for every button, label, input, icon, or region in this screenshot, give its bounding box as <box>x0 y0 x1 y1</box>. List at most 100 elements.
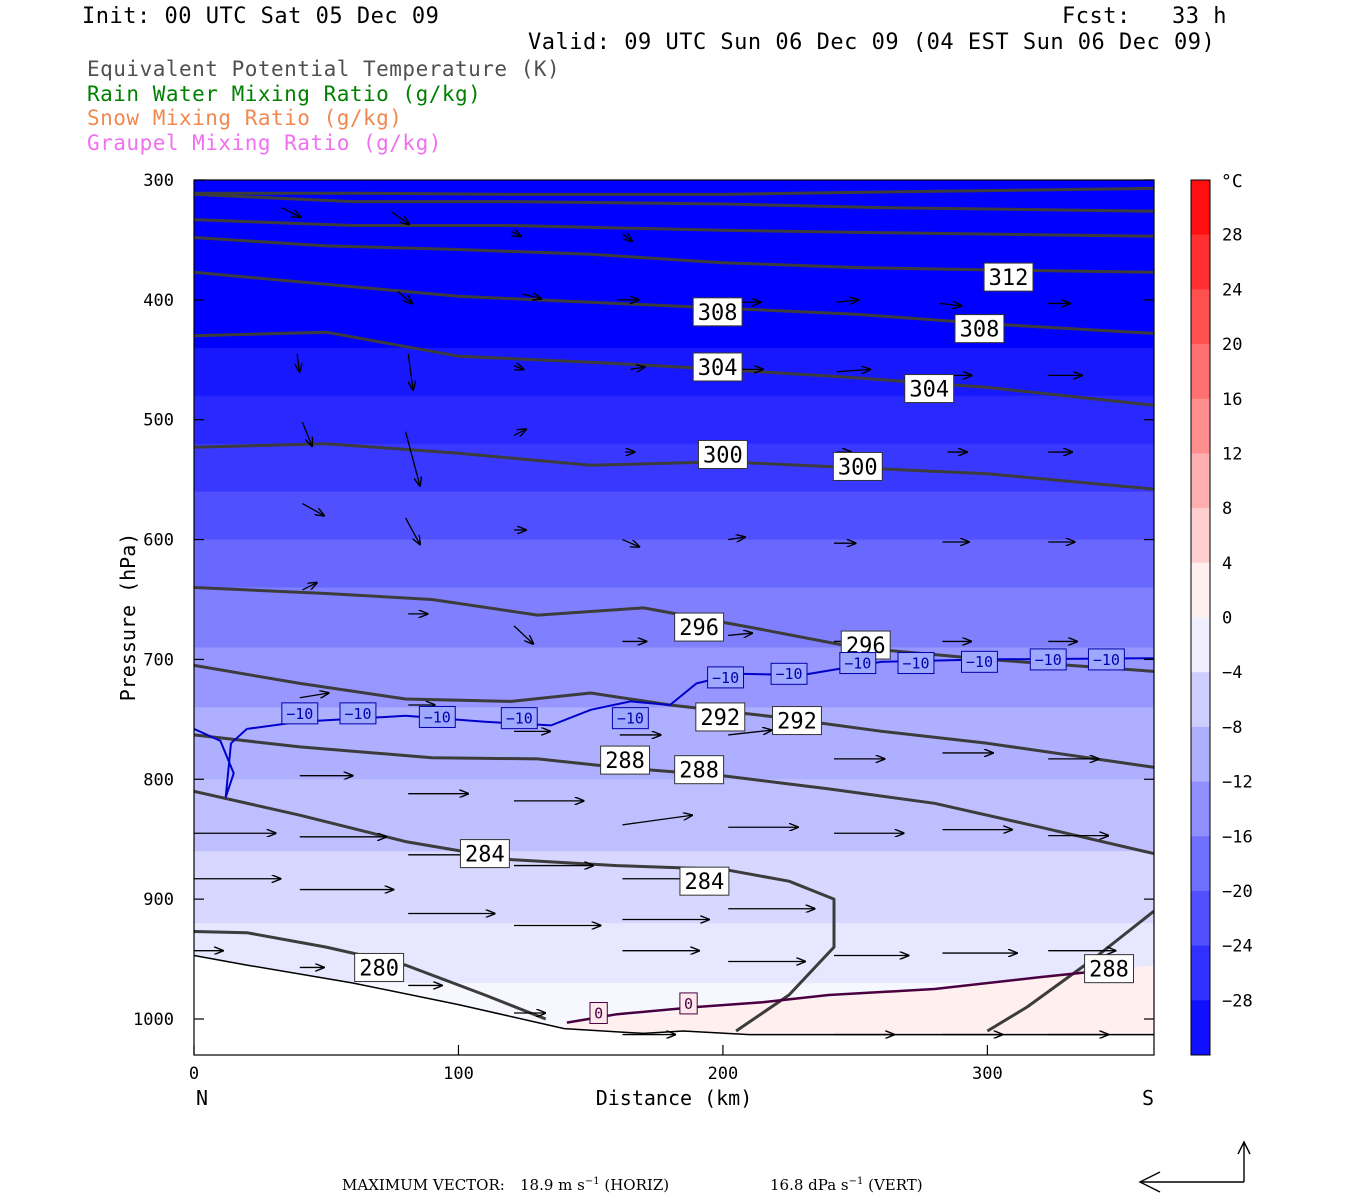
contour-label: −10 <box>1035 651 1062 669</box>
wind-arrow <box>622 234 632 241</box>
theta-e-line <box>194 186 1154 196</box>
contour-label: −10 <box>712 669 739 687</box>
wind-arrow <box>939 303 962 305</box>
forecast-hour: Fcst: 33 h <box>1062 4 1227 29</box>
x-tick-label: 200 <box>708 1064 739 1084</box>
contour-label: 292 <box>777 709 817 734</box>
contour-label: 308 <box>960 318 1000 343</box>
contour-label: −10 <box>424 708 451 726</box>
temp-band <box>194 539 1154 589</box>
temperature-fill <box>194 180 1154 1055</box>
contour-label-box <box>772 706 822 736</box>
wind-arrow <box>511 232 521 237</box>
x-axis: 0 100 200 300 <box>189 1045 1003 1084</box>
wind-arrow <box>513 625 533 644</box>
theta-e-line <box>194 192 1154 213</box>
terrain-line <box>194 954 1154 1036</box>
colorbar-swatch <box>1191 180 1210 236</box>
contour-label: 300 <box>838 455 878 480</box>
colorbar-swatch <box>1191 453 1210 509</box>
wind-arrow <box>404 431 420 486</box>
plot-frame <box>193 179 1155 1056</box>
colorbar-swatch <box>1191 398 1210 454</box>
contour-label-box <box>1087 648 1125 671</box>
y-tick-label: 1000 <box>133 1010 174 1030</box>
temp-band <box>194 647 1154 709</box>
temp-band <box>194 707 1154 781</box>
colorbar-tick-label: −20 <box>1222 882 1253 902</box>
contour-label: 296 <box>679 616 719 641</box>
contour-label: 308 <box>698 301 738 326</box>
theta-e-line <box>194 330 1154 407</box>
wind-arrow <box>397 290 412 303</box>
wind-arrow <box>521 294 541 299</box>
colorbar-frame <box>1190 179 1211 1056</box>
reference-vector-icon <box>1138 1140 1251 1193</box>
y-tick-label: 500 <box>143 411 174 431</box>
x-tick-label: 0 <box>189 1064 199 1084</box>
contour-label: −10 <box>506 710 533 728</box>
colorbar-swatch <box>1191 672 1210 728</box>
contour-label-box <box>339 702 377 725</box>
contour-label: 284 <box>465 843 505 868</box>
colorbar-swatch <box>1191 562 1210 618</box>
temp-band <box>194 491 1154 541</box>
temp-band <box>194 395 1154 445</box>
x-axis-label: Distance (km) <box>596 1086 753 1110</box>
contour-label: −10 <box>1093 651 1120 669</box>
contour-label-box <box>770 662 808 685</box>
wind-arrow <box>280 206 300 218</box>
colorbar-swatch <box>1191 890 1210 947</box>
colorbar-tick-label: −4 <box>1222 663 1242 683</box>
colorbar-swatch <box>1191 617 1210 673</box>
colorbar-unit: °C <box>1221 171 1243 192</box>
colorbar-tick-label: 4 <box>1222 554 1232 574</box>
temp-band <box>194 779 1154 853</box>
colorbar-tick-label: −24 <box>1222 937 1253 957</box>
y-tick-label: 600 <box>143 531 174 551</box>
colorbar-swatch <box>1191 289 1210 345</box>
wind-arrow <box>514 366 524 370</box>
wind-arrow <box>728 633 752 635</box>
contour-label: 292 <box>700 706 740 731</box>
wind-vectors <box>194 206 1115 1035</box>
temp-band <box>194 851 1154 925</box>
wind-arrow <box>407 353 413 390</box>
contour-label-box <box>695 702 746 732</box>
contour-label-box <box>600 745 651 775</box>
colorbar-tick-label: 24 <box>1222 280 1242 300</box>
contour-label: 300 <box>703 443 743 468</box>
contour-label: 304 <box>909 377 949 402</box>
colorbar-tick-label: 16 <box>1222 390 1242 410</box>
wind-arrow <box>391 211 409 224</box>
contour-label-box <box>679 992 698 1015</box>
colorbar-tick-label: 0 <box>1222 609 1232 629</box>
init-time: Init: 00 UTC Sat 05 Dec 09 <box>82 4 440 29</box>
theta-e-line <box>194 442 1154 491</box>
colorbar-tick-label: −28 <box>1222 991 1253 1011</box>
wind-arrow <box>301 421 312 446</box>
x-tick-label: 300 <box>972 1064 1003 1084</box>
legend-theta-e: Equivalent Potential Temperature (K) <box>87 57 561 81</box>
south-end-label: S <box>1142 1086 1154 1110</box>
contour-label: −10 <box>966 653 993 671</box>
contour-label-box <box>674 755 725 785</box>
theta-e-line <box>194 236 1154 274</box>
temp-band <box>194 443 1154 493</box>
contour-label: −10 <box>775 665 802 683</box>
contour-label: −10 <box>902 654 929 672</box>
contour-label: −10 <box>286 705 313 723</box>
wind-arrow <box>728 537 745 539</box>
wind-arrow <box>622 815 692 826</box>
y-tick-label: 400 <box>143 291 174 311</box>
contour-label-box <box>354 952 405 982</box>
max-vector-horiz: 18.9 m s−1 (HORIZ) <box>520 1176 670 1194</box>
colorbar-swatch <box>1191 344 1210 400</box>
north-end-label: N <box>196 1086 208 1110</box>
colorbar-tick-label: −8 <box>1222 718 1242 738</box>
theta-e-line <box>194 586 1154 673</box>
contour-label-box <box>832 451 883 481</box>
contour-label-box <box>692 297 743 327</box>
below-terrain <box>194 955 1154 1055</box>
